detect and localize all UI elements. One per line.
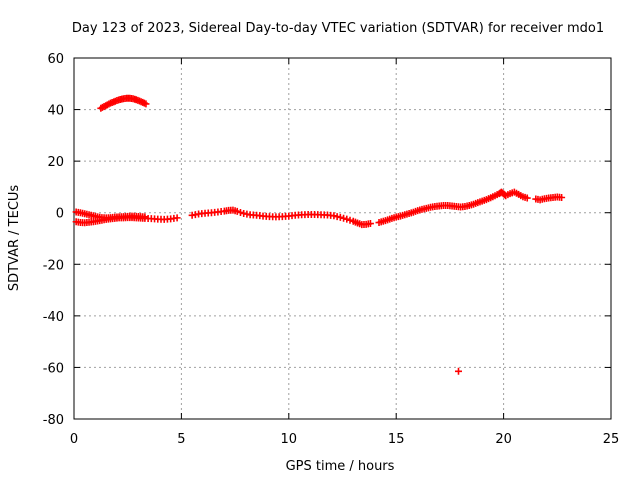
series-main-middle bbox=[188, 206, 374, 229]
data-point bbox=[233, 207, 241, 215]
x-tick-label: 5 bbox=[177, 432, 185, 447]
x-tick-label: 0 bbox=[70, 432, 78, 447]
y-tick-label: 60 bbox=[47, 52, 64, 67]
data-point bbox=[340, 214, 348, 222]
data-point bbox=[173, 214, 181, 222]
plot-area-frame bbox=[73, 57, 612, 420]
y-tick-label: -20 bbox=[43, 258, 64, 273]
series-main-end bbox=[532, 193, 566, 204]
x-tick-labels: 0 5 10 15 20 25 bbox=[70, 432, 619, 447]
x-tick-label: 10 bbox=[281, 432, 298, 447]
y-tick-label: 40 bbox=[47, 104, 64, 119]
series-main-upper-band bbox=[72, 208, 149, 222]
series-main-late bbox=[375, 188, 531, 227]
data-point bbox=[346, 216, 354, 224]
data-point bbox=[141, 213, 149, 221]
series-outlier bbox=[454, 367, 462, 375]
x-tick-label: 15 bbox=[388, 432, 405, 447]
y-tick-label: -80 bbox=[43, 413, 64, 428]
x-axis-label: GPS time / hours bbox=[286, 459, 395, 474]
series-arc-upper bbox=[97, 94, 150, 112]
y-tick-label: -60 bbox=[43, 361, 64, 376]
data-point bbox=[142, 100, 150, 108]
data-point bbox=[454, 367, 462, 375]
y-axis-label: SDTVAR / TECUs bbox=[7, 185, 22, 292]
data-point bbox=[343, 215, 351, 223]
y-tick-labels: -80 -60 -40 -20 0 20 40 60 bbox=[43, 52, 64, 428]
data-point bbox=[523, 194, 531, 202]
grid bbox=[73, 57, 612, 420]
data-point bbox=[336, 213, 344, 221]
y-tick-label: 20 bbox=[47, 155, 64, 170]
x-tick-label: 25 bbox=[603, 432, 620, 447]
data-points bbox=[72, 94, 566, 375]
data-point bbox=[236, 208, 244, 216]
y-tick-label: -40 bbox=[43, 310, 64, 325]
chart-title: Day 123 of 2023, Sidereal Day-to-day VTE… bbox=[72, 21, 604, 36]
data-point bbox=[366, 220, 374, 228]
x-tick-label: 20 bbox=[495, 432, 512, 447]
data-point bbox=[558, 194, 566, 202]
y-tick-label: 0 bbox=[56, 207, 64, 222]
